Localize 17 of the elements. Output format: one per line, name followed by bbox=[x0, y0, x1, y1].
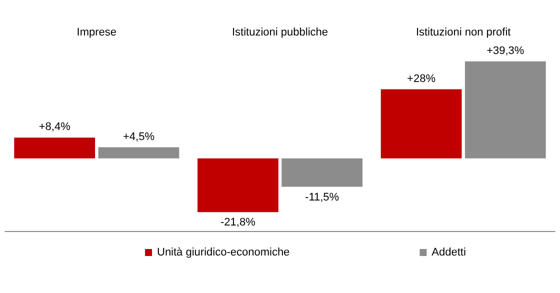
bar bbox=[282, 158, 362, 187]
data-label: +8,4% bbox=[38, 121, 71, 134]
bar bbox=[380, 89, 462, 158]
legend-label: Unità giuridico-economiche bbox=[157, 246, 290, 258]
bar bbox=[14, 138, 96, 158]
x-tick-label: Istituzioni pubbliche bbox=[232, 26, 328, 38]
bar bbox=[464, 61, 546, 158]
legend-label: Addetti bbox=[432, 246, 466, 258]
x-tick-label: Istituzioni non profit bbox=[416, 26, 511, 38]
data-label: +4,5% bbox=[122, 130, 155, 143]
x-tick-label: Imprese bbox=[76, 26, 117, 38]
bar bbox=[198, 158, 278, 212]
data-label: +28% bbox=[407, 72, 436, 85]
data-label: -11,5% bbox=[305, 191, 340, 204]
data-label: -21,8% bbox=[220, 216, 256, 229]
bar bbox=[98, 147, 180, 158]
data-label: +39,3% bbox=[486, 44, 524, 57]
